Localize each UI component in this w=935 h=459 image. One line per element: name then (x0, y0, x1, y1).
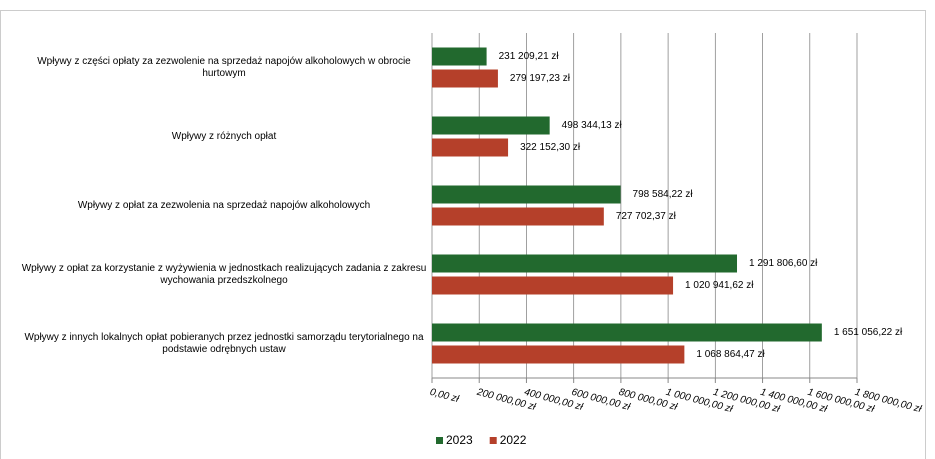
value-label: 1 020 941,62 zł (685, 280, 754, 291)
value-label: 231 209,21 zł (499, 51, 560, 62)
category-label: Wpływy z opłat za zezwolenia na sprzedaż… (77, 199, 371, 211)
value-label: 322 152,30 zł (520, 142, 581, 153)
value-label: 279 197,23 zł (510, 73, 571, 84)
value-label: 798 584,22 zł (633, 189, 694, 200)
category-label: Wpływy z różnych opłat (171, 130, 277, 142)
legend-swatch (489, 437, 497, 444)
bar (432, 323, 822, 342)
bar (432, 207, 604, 226)
bar (432, 69, 498, 88)
value-label: 1 291 806,60 zł (749, 258, 818, 269)
category-label: Wpływy z innych lokalnych opłat pobieran… (24, 331, 424, 355)
bar (432, 276, 674, 295)
category-label: Wpływy z opłat za korzystanie z wyżywien… (21, 262, 427, 286)
bar (432, 185, 621, 204)
value-label: 1 068 864,47 zł (696, 349, 765, 360)
legend-label: 2022 (500, 433, 527, 447)
legend-swatch (436, 437, 443, 444)
bar (432, 47, 487, 66)
legend-label: 2023 (446, 433, 473, 447)
frame (0, 10, 926, 459)
value-label: 1 651 056,22 zł (834, 327, 903, 338)
bar (432, 116, 550, 135)
value-label: 727 702,37 zł (616, 211, 677, 222)
x-tick-label: 0,00 zł (429, 387, 461, 405)
bar (432, 345, 685, 364)
bar (432, 138, 509, 157)
bar (432, 254, 738, 273)
value-label: 498 344,13 zł (562, 120, 623, 131)
category-label: Wpływy z części opłaty za zezwolenie na … (37, 55, 411, 79)
